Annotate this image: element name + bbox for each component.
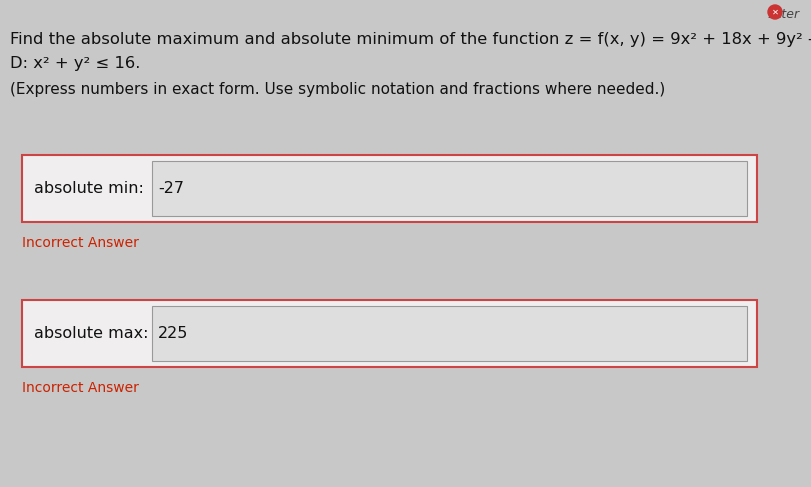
Bar — [22, 155, 756, 222]
Bar — [152, 161, 746, 216]
Text: 225: 225 — [158, 326, 188, 341]
Bar — [22, 300, 756, 367]
Text: absolute min:: absolute min: — [34, 181, 144, 196]
Text: absolute max:: absolute max: — [34, 326, 148, 341]
Text: ✕: ✕ — [770, 7, 778, 17]
Bar — [152, 306, 746, 361]
Text: D: x² + y² ≤ 16.: D: x² + y² ≤ 16. — [10, 56, 140, 71]
Text: -27: -27 — [158, 181, 184, 196]
Text: Atter: Atter — [768, 8, 799, 21]
Text: (Express numbers in exact form. Use symbolic notation and fractions where needed: (Express numbers in exact form. Use symb… — [10, 82, 664, 97]
Text: Incorrect Answer: Incorrect Answer — [22, 381, 139, 395]
Circle shape — [767, 5, 781, 19]
Text: Incorrect Answer: Incorrect Answer — [22, 236, 139, 250]
Text: Find the absolute maximum and absolute minimum of the function z = f(x, y) = 9x²: Find the absolute maximum and absolute m… — [10, 32, 811, 47]
